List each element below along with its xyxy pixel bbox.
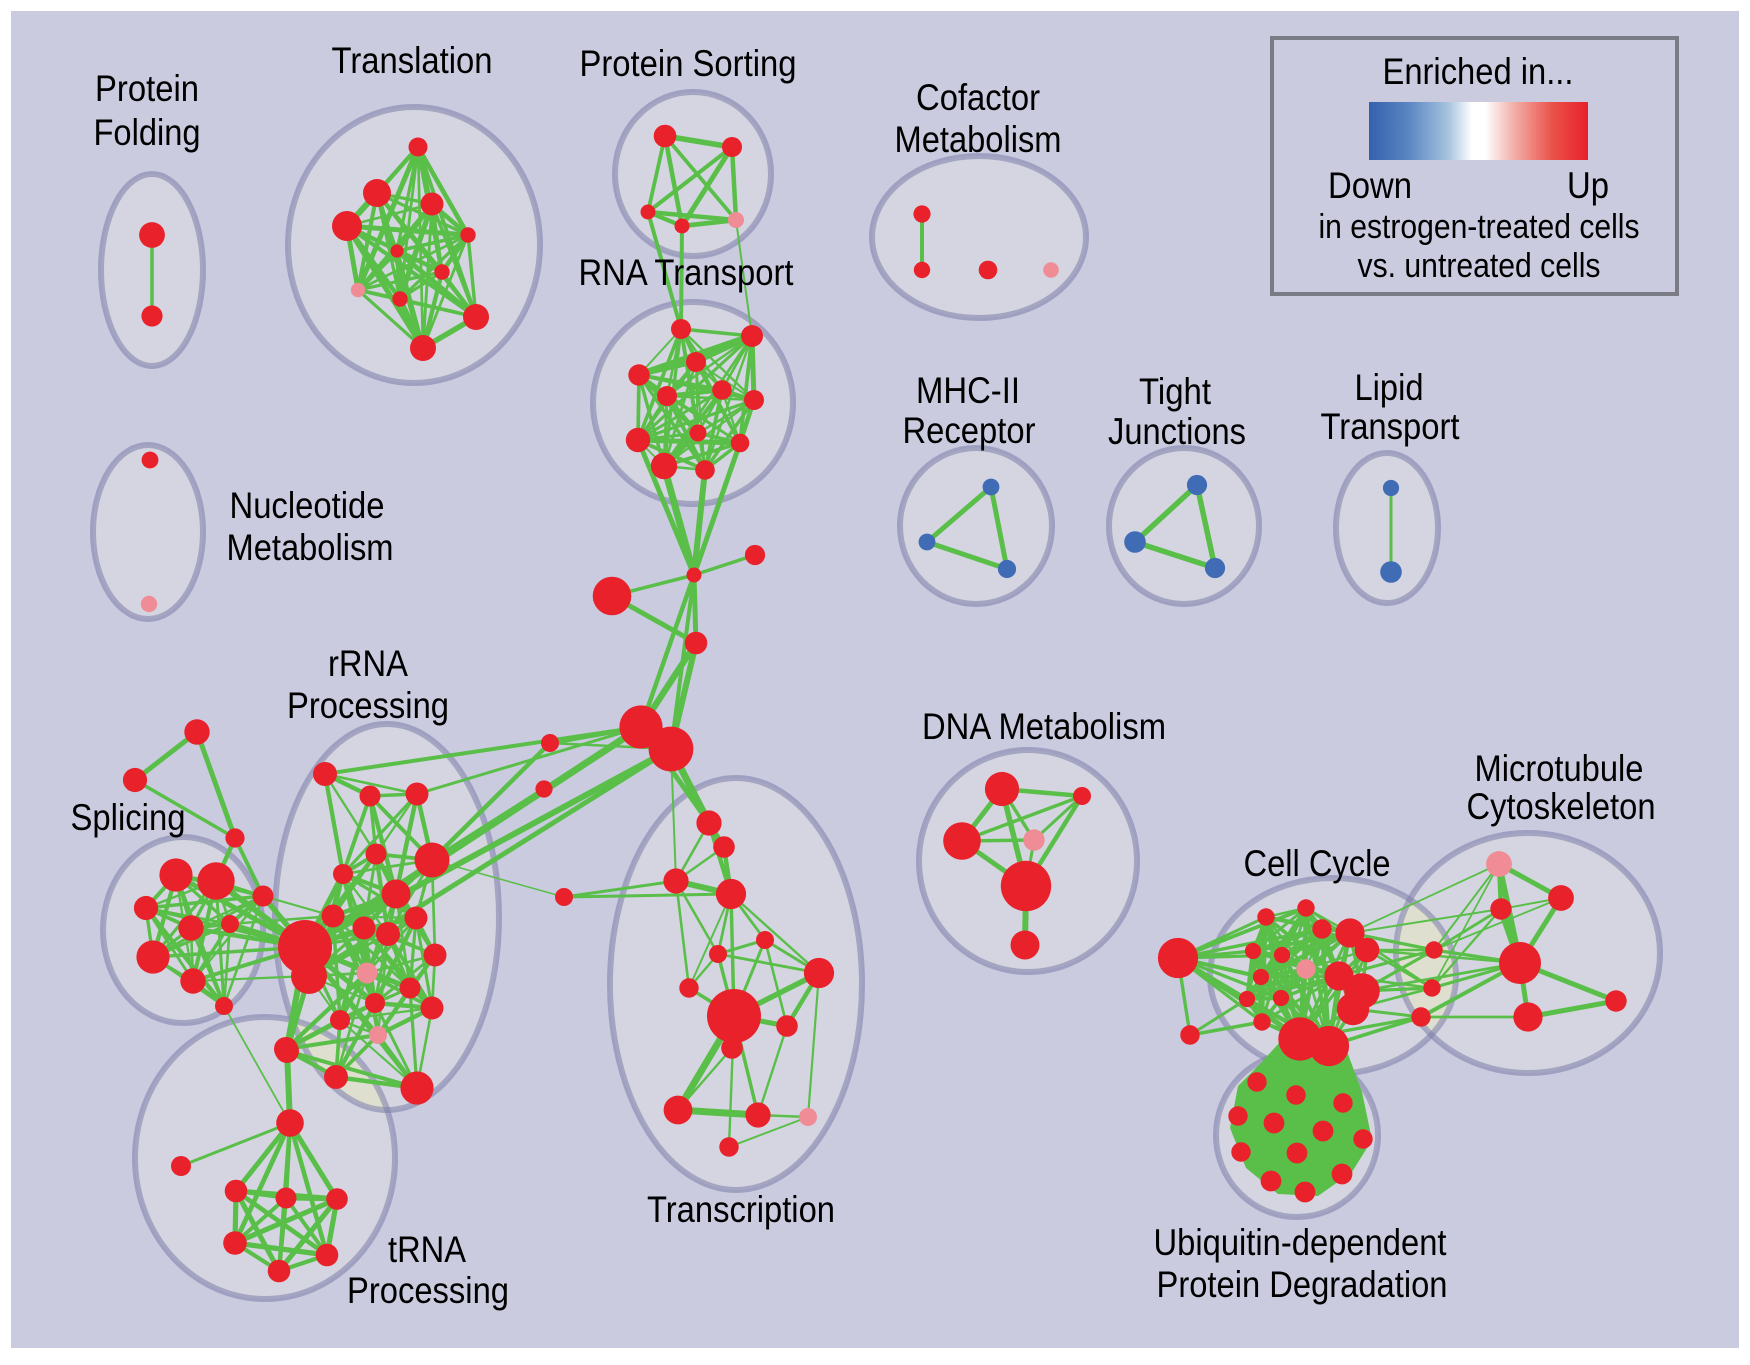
svg-text:Processing: Processing [347, 1270, 509, 1311]
svg-text:tRNA: tRNA [388, 1229, 466, 1270]
svg-text:Ubiquitin-dependent: Ubiquitin-dependent [1154, 1222, 1448, 1263]
svg-text:Receptor: Receptor [903, 410, 1036, 451]
svg-text:Folding: Folding [94, 112, 201, 153]
svg-text:Protein Degradation: Protein Degradation [1157, 1264, 1448, 1305]
svg-text:Protein Sorting: Protein Sorting [580, 43, 797, 84]
svg-text:Cell Cycle: Cell Cycle [1244, 843, 1391, 884]
svg-text:Translation: Translation [332, 40, 493, 81]
svg-text:Microtubule: Microtubule [1475, 748, 1644, 789]
svg-text:Junctions: Junctions [1108, 411, 1246, 452]
svg-text:Metabolism: Metabolism [227, 527, 394, 568]
svg-text:Up: Up [1567, 165, 1609, 206]
svg-text:Cofactor: Cofactor [916, 77, 1040, 118]
svg-text:rRNA: rRNA [328, 643, 408, 684]
svg-text:Transcription: Transcription [647, 1189, 835, 1230]
svg-text:RNA Transport: RNA Transport [579, 252, 795, 293]
svg-text:Nucleotide: Nucleotide [230, 485, 385, 526]
svg-text:Down: Down [1328, 165, 1412, 206]
svg-text:Lipid: Lipid [1355, 367, 1424, 408]
svg-text:Tight: Tight [1139, 371, 1212, 412]
svg-text:MHC-II: MHC-II [916, 370, 1020, 411]
svg-text:Cytoskeleton: Cytoskeleton [1467, 786, 1656, 827]
svg-text:DNA Metabolism: DNA Metabolism [922, 706, 1166, 747]
svg-text:Splicing: Splicing [71, 797, 186, 838]
svg-text:Processing: Processing [287, 685, 449, 726]
svg-text:Enriched in...: Enriched in... [1383, 51, 1574, 92]
svg-text:vs. untreated cells: vs. untreated cells [1358, 247, 1601, 285]
svg-text:Metabolism: Metabolism [895, 119, 1062, 160]
svg-text:in estrogen-treated cells: in estrogen-treated cells [1319, 208, 1640, 246]
svg-text:Transport: Transport [1321, 406, 1461, 447]
svg-text:Protein: Protein [95, 68, 199, 109]
